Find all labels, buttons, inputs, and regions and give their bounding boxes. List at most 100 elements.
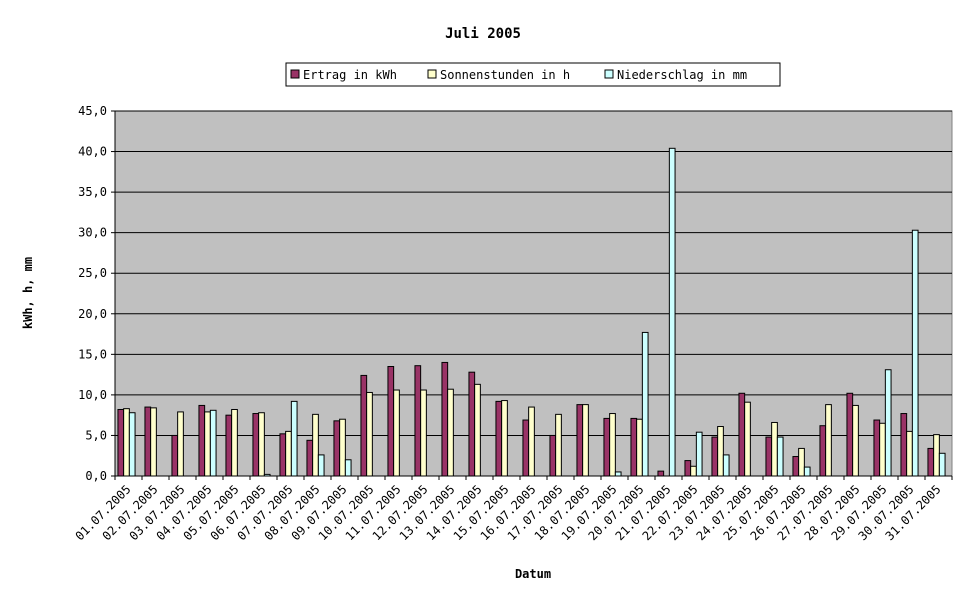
bar-sonnenstunden (933, 434, 940, 477)
legend-label-sonnenstunden: Sonnenstunden in h (440, 68, 570, 82)
bar-sonnenstunden (906, 430, 913, 477)
bar-ertrag (657, 470, 665, 477)
gridlines (115, 110, 952, 436)
bar-sonnenstunden (636, 418, 643, 477)
bar-niederschlag (722, 454, 730, 477)
bar-sonnenstunden (447, 388, 454, 477)
bar-ertrag (117, 408, 125, 477)
bar-sonnenstunden (312, 413, 319, 477)
bar-ertrag (414, 365, 422, 477)
bar-ertrag (387, 366, 395, 477)
bar-ertrag (468, 371, 476, 477)
bar-niederschlag (884, 369, 892, 477)
bar-sonnenstunden (123, 408, 130, 477)
bar-sonnenstunden (231, 408, 238, 477)
bar-ertrag (495, 400, 503, 477)
bar-ertrag (819, 425, 827, 477)
legend-swatch-niederschlag (604, 69, 614, 79)
bar-ertrag (522, 419, 530, 477)
bar-sonnenstunden (339, 418, 346, 477)
bar-sonnenstunden (177, 411, 184, 477)
bar-sonnenstunden (852, 404, 859, 477)
y-tick-label: 5,0 (85, 428, 107, 442)
bar-sonnenstunden (501, 400, 508, 477)
bar-ertrag (576, 404, 584, 477)
bar-niederschlag (344, 459, 352, 477)
bar-ertrag (360, 374, 368, 477)
legend-label-niederschlag: Niederschlag in mm (617, 68, 747, 82)
bar-ertrag (846, 392, 854, 477)
x-axis-label: Datum (515, 567, 551, 581)
bar-sonnenstunden (582, 404, 589, 477)
legend-label-ertrag: Ertrag in kWh (303, 68, 397, 82)
bar-sonnenstunden (366, 391, 373, 477)
bar-ertrag (279, 433, 287, 477)
bar-ertrag (765, 436, 773, 477)
y-tick-label: 20,0 (78, 307, 107, 321)
y-tick-label: 25,0 (78, 266, 107, 280)
bar-sonnenstunden (690, 465, 697, 477)
bar-ertrag (171, 434, 179, 477)
bar-sonnenstunden (798, 447, 805, 477)
y-tick-label: 30,0 (78, 226, 107, 240)
bar-sonnenstunden (204, 411, 211, 477)
bar-sonnenstunden (879, 422, 886, 477)
bar-niederschlag (290, 400, 298, 477)
bar-sonnenstunden (258, 412, 265, 477)
bar-ertrag (684, 460, 692, 477)
bar-ertrag (306, 439, 314, 477)
bar-ertrag (792, 456, 800, 477)
bar-sonnenstunden (528, 406, 535, 477)
y-tick-label: 40,0 (78, 145, 107, 159)
y-tick-label: 0,0 (85, 469, 107, 483)
bar-ertrag (549, 434, 557, 477)
bar-sonnenstunden (825, 404, 832, 477)
bar-ertrag (630, 417, 638, 477)
legend: Ertrag in kWh Sonnenstunden in h Nieders… (285, 62, 781, 87)
bar-niederschlag (803, 466, 811, 477)
bar-ertrag (738, 392, 746, 477)
bar-ertrag (144, 406, 152, 477)
chart-title: Juli 2005 (445, 26, 521, 42)
y-tick-label: 10,0 (78, 388, 107, 402)
bar-ertrag (225, 414, 233, 477)
bar-sonnenstunden (393, 389, 400, 477)
bar-sonnenstunden (474, 383, 481, 477)
bar-sonnenstunden (420, 389, 427, 477)
bar-ertrag (441, 361, 449, 477)
bar-ertrag (711, 436, 719, 477)
bar-sonnenstunden (609, 413, 616, 477)
bar-sonnenstunden (555, 413, 562, 477)
bar-ertrag (900, 413, 908, 477)
bar-niederschlag (317, 454, 325, 477)
bar-niederschlag (614, 471, 622, 477)
bar-niederschlag (668, 147, 676, 477)
y-tick-label: 15,0 (78, 347, 107, 361)
bar-ertrag (333, 420, 341, 477)
y-tick-label: 45,0 (78, 104, 107, 118)
bar-sonnenstunden (744, 401, 751, 477)
bar-sonnenstunden (150, 407, 157, 477)
bar-ertrag (603, 417, 611, 477)
bar-niederschlag (695, 431, 703, 477)
bar-niederschlag (641, 331, 649, 477)
bar-sonnenstunden (771, 421, 778, 477)
bar-ertrag (198, 404, 206, 477)
bar-niederschlag (776, 436, 784, 477)
bar-niederschlag (128, 412, 136, 477)
y-axis-ticks: 0,0 5,0 10,0 15,0 20,0 25,0 30,0 35,0 40,0 45,0 (78, 104, 115, 483)
bar-sonnenstunden (717, 426, 724, 477)
bar-ertrag (927, 447, 935, 477)
bar-niederschlag (938, 452, 946, 477)
x-axis-ticks: 01.07.200502.07.200503.07.200504.07.2005… (73, 476, 953, 543)
legend-swatch-ertrag (290, 69, 300, 79)
bar-ertrag (873, 419, 881, 477)
y-tick-label: 35,0 (78, 185, 107, 199)
bar-ertrag (252, 413, 260, 477)
bar-sonnenstunden (285, 430, 292, 477)
y-axis-label: kWh, h, mm (21, 257, 35, 329)
bar-niederschlag (911, 229, 919, 477)
bar-niederschlag (209, 409, 217, 477)
legend-box (285, 62, 781, 87)
